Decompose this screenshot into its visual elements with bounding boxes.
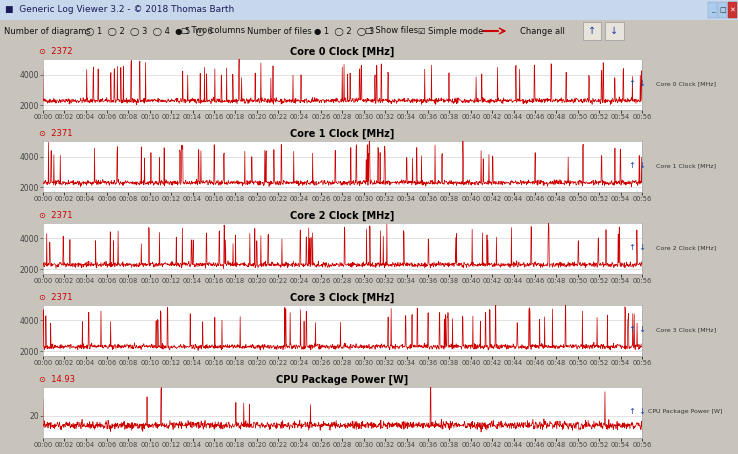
Text: ⊙  2371: ⊙ 2371 [39, 293, 72, 302]
Text: ↑: ↑ [628, 79, 635, 88]
Text: ◯ 1  ◯ 2  ◯ 3  ◯ 4  ● 5  ◯ 6: ◯ 1 ◯ 2 ◯ 3 ◯ 4 ● 5 ◯ 6 [85, 26, 213, 35]
Text: ↓: ↓ [610, 26, 618, 36]
Text: ↓: ↓ [638, 325, 645, 334]
Text: Number of files: Number of files [247, 26, 312, 35]
Text: ⊙  14.93: ⊙ 14.93 [39, 375, 75, 384]
Text: ↑: ↑ [588, 26, 596, 36]
Bar [583, 22, 601, 40]
Bar [708, 2, 717, 18]
Text: □ Show files: □ Show files [365, 26, 418, 35]
Text: ⊙  2371: ⊙ 2371 [39, 211, 72, 220]
Text: ↑: ↑ [628, 243, 635, 252]
Text: ↑: ↑ [628, 161, 635, 170]
Text: ⊙  2371: ⊙ 2371 [39, 129, 72, 138]
Text: _: _ [711, 7, 715, 13]
Text: ↓: ↓ [638, 407, 645, 416]
Bar [728, 2, 737, 18]
Text: ↓: ↓ [638, 79, 645, 88]
Text: Core 2 Clock [MHz]: Core 2 Clock [MHz] [655, 245, 716, 250]
Text: ⊙  2372: ⊙ 2372 [39, 47, 72, 56]
Text: Core 3 Clock [MHz]: Core 3 Clock [MHz] [290, 292, 395, 303]
Text: Number of diagrams: Number of diagrams [4, 26, 91, 35]
Text: Core 3 Clock [MHz]: Core 3 Clock [MHz] [655, 327, 716, 332]
Text: ↓: ↓ [638, 161, 645, 170]
Text: Core 1 Clock [MHz]: Core 1 Clock [MHz] [290, 128, 395, 139]
Text: ● 1  ◯ 2  ◯ 3: ● 1 ◯ 2 ◯ 3 [314, 26, 374, 35]
Text: ☑ Simple mode: ☑ Simple mode [418, 26, 484, 35]
Text: □ Two columns: □ Two columns [181, 26, 245, 35]
Text: □: □ [720, 7, 726, 13]
Text: Core 0 Clock [MHz]: Core 0 Clock [MHz] [290, 47, 395, 57]
Text: ↓: ↓ [638, 243, 645, 252]
Text: CPU Package Power [W]: CPU Package Power [W] [276, 375, 409, 385]
Text: ■  Generic Log Viewer 3.2 - © 2018 Thomas Barth: ■ Generic Log Viewer 3.2 - © 2018 Thomas… [5, 5, 235, 15]
Text: Core 0 Clock [MHz]: Core 0 Clock [MHz] [655, 81, 716, 86]
Text: ↑: ↑ [628, 407, 635, 416]
Text: Core 2 Clock [MHz]: Core 2 Clock [MHz] [290, 211, 395, 221]
Bar [605, 22, 624, 40]
Text: Core 1 Clock [MHz]: Core 1 Clock [MHz] [655, 163, 716, 168]
Text: ↑: ↑ [628, 325, 635, 334]
Text: Change all: Change all [520, 26, 565, 35]
Text: ✕: ✕ [730, 7, 735, 13]
Bar [718, 2, 727, 18]
Text: CPU Package Power [W]: CPU Package Power [W] [649, 409, 723, 414]
